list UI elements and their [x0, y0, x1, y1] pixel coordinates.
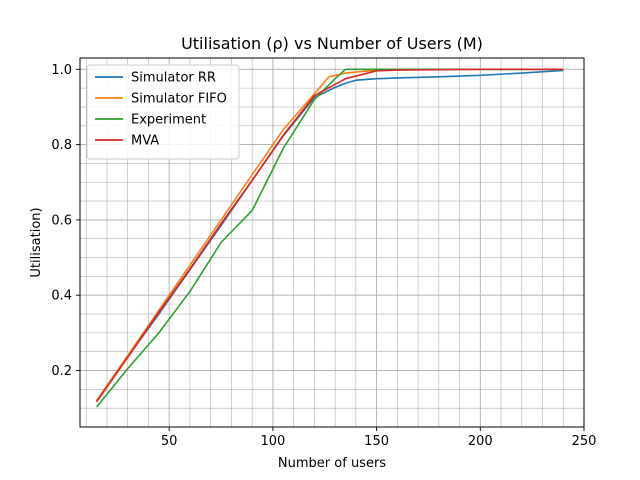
chart-title: Utilisation (ρ) vs Number of Users (M) — [181, 34, 483, 53]
y-axis-label: Utilisation) — [29, 207, 44, 277]
y-axis-ticks: 0.2 0.4 0.6 0.8 1.0 — [51, 63, 80, 379]
x-tick-label: 200 — [468, 434, 493, 449]
y-tick-label: 1.0 — [51, 63, 72, 78]
series-line-4 — [95, 68, 564, 403]
y-tick-label: 0.2 — [51, 364, 72, 379]
series-layer — [95, 68, 564, 408]
x-axis-ticks: 50 100 150 200 250 — [161, 427, 597, 449]
legend-box — [86, 64, 240, 160]
x-axis-label: Number of users — [278, 456, 386, 471]
legend-label-2: Simulator FIFO — [131, 92, 227, 107]
x-tick-label: 150 — [364, 434, 389, 449]
x-tick-label: 250 — [572, 434, 597, 449]
y-tick-label: 0.4 — [51, 289, 72, 304]
y-tick-label: 0.8 — [51, 138, 72, 153]
legend: Simulator RR Simulator FIFO Experiment MVA — [86, 64, 240, 160]
y-tick-label: 0.6 — [51, 213, 72, 228]
x-tick-label: 100 — [260, 434, 285, 449]
legend-label-4: MVA — [131, 134, 159, 149]
series-line-3 — [95, 68, 564, 408]
legend-label-3: Experiment — [131, 113, 206, 128]
legend-label-1: Simulator RR — [131, 71, 216, 86]
plot-frame — [79, 57, 585, 428]
x-tick-label: 50 — [161, 434, 178, 449]
